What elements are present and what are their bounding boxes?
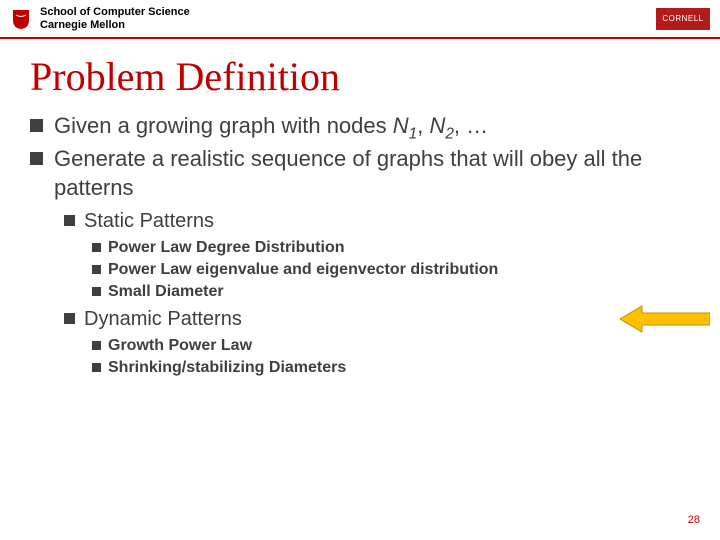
bullet-list-lvl1: Given a growing graph with nodes N1, N2,… xyxy=(30,112,690,379)
var-n1: N xyxy=(393,113,409,138)
bullet-power-law-degree: Power Law Degree Distribution xyxy=(92,237,690,259)
sub-2: 2 xyxy=(445,125,454,142)
var-n2: N xyxy=(429,113,445,138)
bullet-text: Given a growing graph with nodes xyxy=(54,113,393,138)
bullet-text: Static Patterns xyxy=(84,210,214,232)
slide-content: Given a growing graph with nodes N1, N2,… xyxy=(0,112,720,379)
left-arrow-icon xyxy=(620,304,710,334)
bullet-list-lvl3: Power Law Degree Distribution Power Law … xyxy=(84,237,690,302)
school-line-2: Carnegie Mellon xyxy=(40,19,190,32)
bullet-list-lvl2: Static Patterns Power Law Degree Distrib… xyxy=(54,208,690,378)
comma-1: , xyxy=(417,113,429,138)
cmu-shield-icon xyxy=(10,8,32,30)
bullet-given: Given a growing graph with nodes N1, N2,… xyxy=(30,112,690,144)
bullet-small-diameter: Small Diameter xyxy=(92,281,690,303)
cornell-label: CORNELL xyxy=(662,14,703,23)
slide-header: School of Computer Science Carnegie Mell… xyxy=(0,0,720,35)
bullet-generate: Generate a realistic sequence of graphs … xyxy=(30,145,690,378)
bullet-text: Dynamic Patterns xyxy=(84,308,242,330)
ellipsis: , … xyxy=(454,113,488,138)
bullet-static-patterns: Static Patterns Power Law Degree Distrib… xyxy=(64,208,690,302)
slide-title: Problem Definition xyxy=(0,45,720,112)
header-rule xyxy=(0,37,720,39)
slide-number: 28 xyxy=(688,514,700,526)
bullet-power-law-eigen: Power Law eigenvalue and eigenvector dis… xyxy=(92,259,690,281)
bullet-growth-power-law: Growth Power Law xyxy=(92,335,690,357)
bullet-shrinking-diameters: Shrinking/stabilizing Diameters xyxy=(92,357,690,379)
header-left: School of Computer Science Carnegie Mell… xyxy=(10,6,190,31)
bullet-text: Generate a realistic sequence of graphs … xyxy=(54,146,642,200)
school-text: School of Computer Science Carnegie Mell… xyxy=(40,6,190,31)
bullet-dynamic-patterns: Dynamic Patterns Growth Power Law Shrink… xyxy=(64,306,690,378)
school-line-1: School of Computer Science xyxy=(40,6,190,19)
cornell-logo: CORNELL xyxy=(656,8,710,30)
bullet-list-lvl3-b: Growth Power Law Shrinking/stabilizing D… xyxy=(84,335,690,378)
sub-1: 1 xyxy=(409,125,418,142)
